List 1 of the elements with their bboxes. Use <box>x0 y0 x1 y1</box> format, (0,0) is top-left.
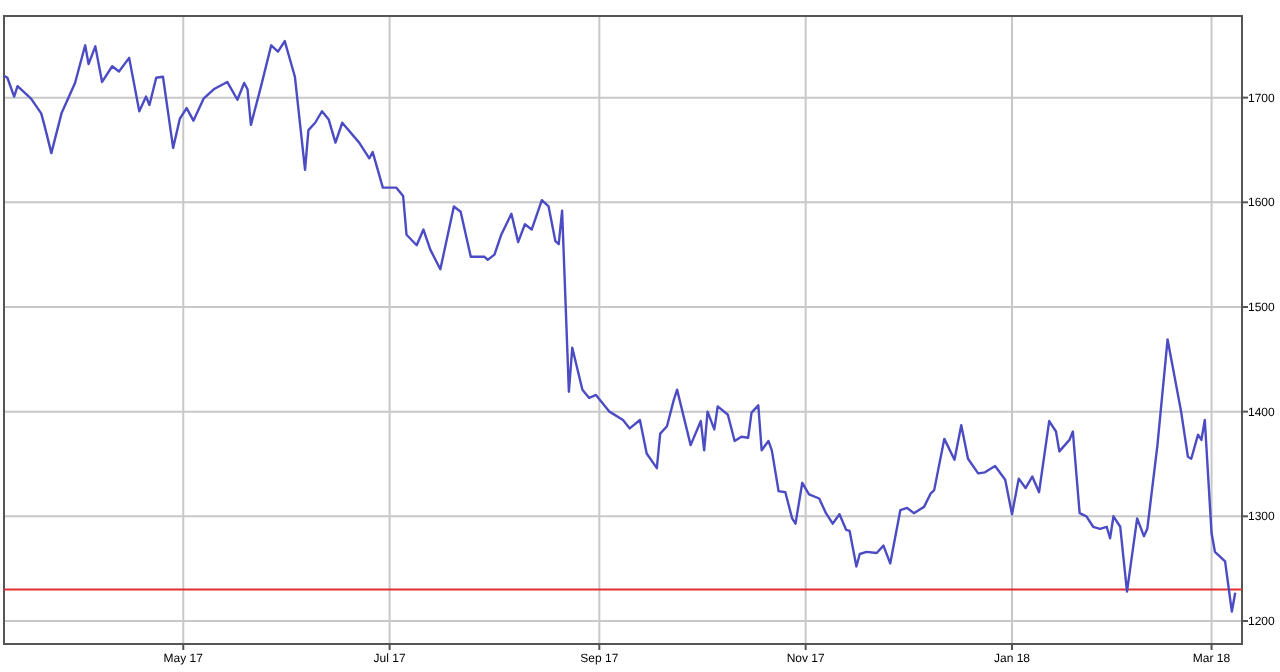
line-series <box>2 39 1237 613</box>
